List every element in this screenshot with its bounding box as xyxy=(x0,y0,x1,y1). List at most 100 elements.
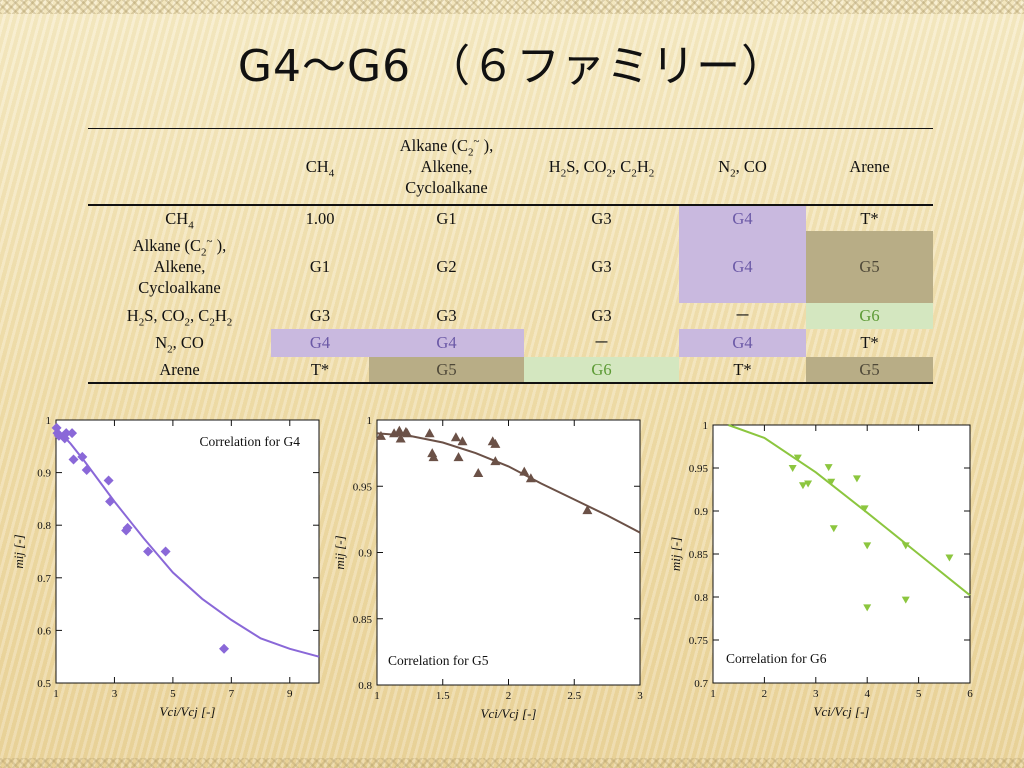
data-point xyxy=(824,464,833,472)
chart-g6: 1 2 3 4 5 6 0.7 0.75 0.8 0.85 0.9 0.95 1 Correlation … xyxy=(668,420,973,719)
y-axis-label: mij [-] xyxy=(668,537,683,571)
y-axis-label: mij [-] xyxy=(332,535,347,569)
table-cell-r2-c2: G3 xyxy=(591,306,612,325)
data-point xyxy=(160,546,171,557)
data-point xyxy=(582,505,593,515)
table-cell-r1-c2: G3 xyxy=(591,257,612,276)
data-point xyxy=(490,456,501,466)
data-point xyxy=(827,478,836,486)
table-cell-r2-c1: G3 xyxy=(436,306,457,325)
data-point xyxy=(450,432,461,442)
x-tick-label: 1.5 xyxy=(436,690,450,702)
data-point xyxy=(945,554,954,562)
x-tick-label: 1 xyxy=(53,688,59,700)
x-axis-label: Vci/Vcj [-] xyxy=(814,704,870,719)
data-point xyxy=(219,643,230,654)
table-cell-r1-c1: G2 xyxy=(436,257,457,276)
table-cell-r1-c0: G1 xyxy=(309,257,331,276)
x-axis-label: Vci/Vcj [-] xyxy=(160,704,216,719)
data-point xyxy=(81,464,92,475)
chart-title: Correlation for G6 xyxy=(726,651,827,666)
y-tick-label: 0.95 xyxy=(689,463,709,475)
table-cell-r1-c4: G5 xyxy=(806,230,933,303)
data-point xyxy=(863,542,872,550)
y-tick-label: 0.95 xyxy=(353,481,373,493)
chart-title: Correlation for G4 xyxy=(200,434,301,449)
y-axis-label: mij [-] xyxy=(11,534,26,568)
x-tick-label: 4 xyxy=(864,688,870,700)
table-cell-r3-c0: G4 xyxy=(271,328,369,357)
data-point xyxy=(863,604,872,612)
chart-g4: 1 3 5 7 9 0.5 0.6 0.7 0.8 0.9 1 Correlation for G4 V… xyxy=(11,415,320,719)
row-header-0: CH4 xyxy=(165,208,194,231)
data-point xyxy=(490,438,501,448)
data-point xyxy=(860,505,869,513)
data-point xyxy=(901,542,910,550)
fit-line xyxy=(376,432,641,534)
slide-title: G4～G6 （６ファミリー） xyxy=(237,41,787,92)
row-header-2: H2S, CO2, C2H2 xyxy=(126,306,233,329)
data-point xyxy=(375,430,386,440)
family-table: CH4 Alkane (C2~ ), Alkene, Cycloalkane H2S, … xyxy=(88,128,933,384)
data-point xyxy=(143,546,154,557)
x-tick-label: 5 xyxy=(170,688,176,700)
data-point xyxy=(68,454,79,465)
table-cell-r1-c3: G4 xyxy=(679,230,806,303)
y-tick-label: 0.7 xyxy=(37,573,51,585)
data-point xyxy=(122,522,133,533)
y-tick-label: 0.8 xyxy=(694,592,708,604)
chart-title: Correlation for G5 xyxy=(388,653,489,668)
table-cell-r0-c0: 1.00 xyxy=(305,208,335,228)
x-tick-label: 9 xyxy=(287,688,293,700)
bottom-border-pattern xyxy=(0,758,1024,768)
fit-line xyxy=(728,424,971,597)
x-tick-label: 1 xyxy=(710,688,716,700)
x-axis-label: Vci/Vcj [-] xyxy=(481,706,537,721)
y-tick-label: 1 xyxy=(703,420,709,432)
data-point xyxy=(77,451,88,462)
x-tick-label: 3 xyxy=(112,688,118,700)
x-tick-label: 2.5 xyxy=(567,690,581,702)
table-cell-r3-c2: － xyxy=(593,333,610,352)
table-cell-r2-c3: － xyxy=(734,306,751,325)
y-tick-label: 0.8 xyxy=(37,520,51,532)
x-tick-label: 3 xyxy=(637,690,643,702)
table-cell-r0-c4: T* xyxy=(860,208,879,228)
col-header-4: N2, CO xyxy=(679,128,806,206)
data-point xyxy=(852,475,861,483)
row-header-3: N2, CO xyxy=(155,333,204,356)
y-tick-label: 1 xyxy=(367,415,373,427)
table-row: CH4 1.00 G1 G3 G4 T* xyxy=(88,204,933,231)
x-tick-label: 2 xyxy=(506,690,512,702)
table-cell-r0-c2: G3 xyxy=(591,208,612,228)
data-point xyxy=(424,428,435,438)
table-cell-r2-c0: G3 xyxy=(309,306,331,325)
data-point xyxy=(798,482,807,490)
table-cell-r0-c3: G4 xyxy=(679,204,806,231)
data-point xyxy=(804,480,813,488)
chart-g5: 1 1.5 2 2.5 3 0.8 0.85 0.9 0.95 1 Correlation for … xyxy=(332,415,643,721)
table-cell-r3-c1: G4 xyxy=(369,328,524,357)
data-point xyxy=(829,525,838,533)
table-row: N2, CO G4 G4 － G4 T* xyxy=(88,328,933,357)
table-row: H2S, CO2, C2H2 G3 G3 G3 － G6 xyxy=(88,302,933,329)
data-point xyxy=(519,466,530,476)
table-cell-r3-c3: G4 xyxy=(679,328,806,357)
row-header-4: Arene xyxy=(88,356,271,384)
x-tick-label: 7 xyxy=(229,688,235,700)
y-tick-label: 0.8 xyxy=(358,680,372,692)
data-point xyxy=(793,454,802,462)
x-tick-label: 5 xyxy=(916,688,922,700)
col-header-3: H2S, CO2, C2H2 xyxy=(524,128,679,206)
data-point xyxy=(402,428,413,438)
data-point xyxy=(525,473,536,483)
table-cell-r4-c0: T* xyxy=(271,356,369,384)
table-cell-r4-c1: G5 xyxy=(369,356,524,384)
table-row: Arene T* G5 G6 T* G5 xyxy=(88,356,933,384)
x-tick-label: 2 xyxy=(762,688,768,700)
y-tick-label: 0.85 xyxy=(353,614,373,626)
x-tick-label: 1 xyxy=(374,690,380,702)
data-point xyxy=(389,428,400,438)
plot-area xyxy=(55,419,320,684)
y-tick-label: 0.9 xyxy=(358,548,372,560)
